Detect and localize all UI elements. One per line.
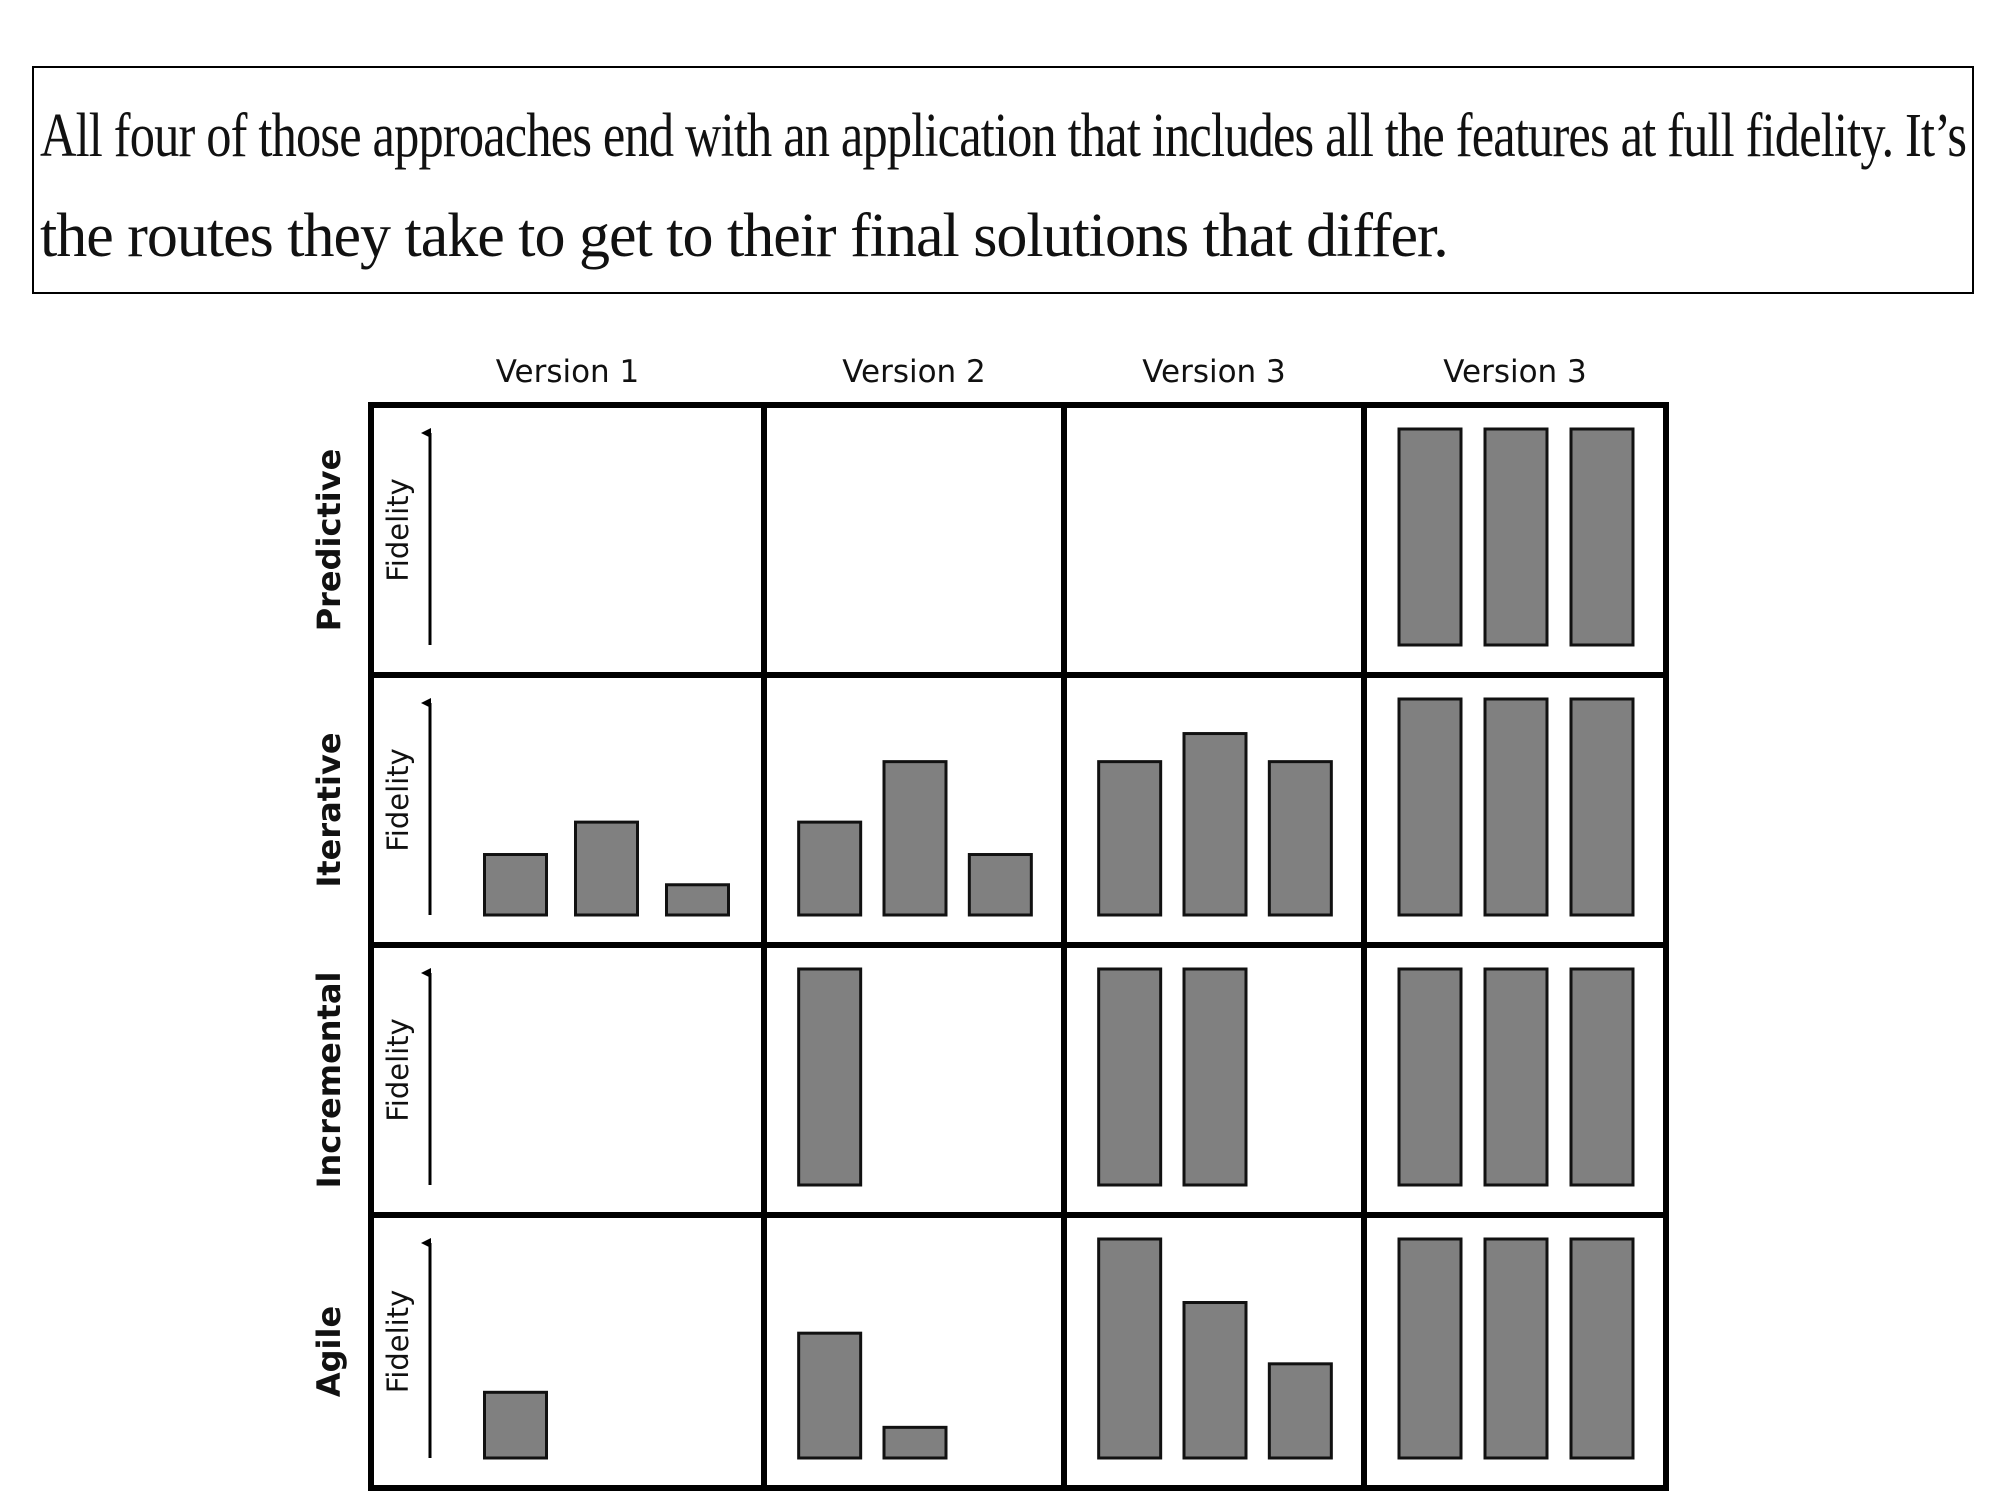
bar-iterative-col4-feature2 — [1483, 697, 1549, 917]
bar-agile-col4-feature2 — [1483, 1237, 1549, 1460]
bar-iterative-col1-feature2 — [574, 820, 639, 917]
bar-predictive-col4-feature3 — [1569, 427, 1635, 647]
fidelity-axis-label: Fidelity — [381, 478, 415, 582]
bar-agile-col1-feature1 — [483, 1390, 548, 1460]
bar-iterative-col2-feature2 — [882, 760, 948, 917]
bar-predictive-col4-feature2 — [1483, 427, 1549, 647]
column-header-4: Version 3 — [1443, 354, 1587, 390]
bar-iterative-col3-feature1 — [1097, 760, 1163, 917]
column-header-2: Version 2 — [842, 354, 986, 390]
bar-iterative-col1-feature3 — [665, 883, 730, 917]
row-header-incremental: Incremental — [310, 972, 348, 1189]
bar-agile-col3-feature2 — [1182, 1301, 1248, 1460]
bar-iterative-col3-feature2 — [1182, 732, 1248, 917]
row-header-iterative: Iterative — [310, 732, 348, 887]
bar-incremental-col3-feature2 — [1182, 967, 1248, 1187]
row-headers: Predictive Iterative Incremental Agile — [310, 449, 348, 1397]
caption-box: All four of those approaches end with an… — [32, 66, 1974, 294]
bar-incremental-col4-feature1 — [1397, 967, 1463, 1187]
row-header-predictive: Predictive — [310, 449, 348, 632]
bar-agile-col2-feature1 — [797, 1331, 863, 1460]
bar-incremental-col3-feature1 — [1097, 967, 1163, 1187]
bar-agile-col4-feature3 — [1569, 1237, 1635, 1460]
bar-agile-col2-feature2 — [882, 1425, 948, 1460]
fidelity-axis-label: Fidelity — [381, 1018, 415, 1122]
caption-line-2: the routes they take to get to their fin… — [40, 202, 1449, 270]
bar-incremental-col4-feature3 — [1569, 967, 1635, 1187]
fidelity-axes: Fidelity Fidelity Fidelity Fidelity — [381, 428, 432, 1458]
fidelity-axis-label: Fidelity — [381, 1290, 415, 1394]
bar-predictive-col4-feature1 — [1397, 427, 1463, 647]
bar-agile-col3-feature1 — [1097, 1237, 1163, 1460]
bar-iterative-col2-feature1 — [797, 820, 863, 917]
grid-lines — [368, 402, 1669, 1491]
column-headers: Version 1 Version 2 Version 3 Version 3 — [496, 354, 1587, 390]
bar-iterative-col1-feature1 — [483, 853, 548, 917]
bar-agile-col3-feature3 — [1267, 1362, 1333, 1460]
bar-iterative-col2-feature3 — [967, 853, 1033, 917]
column-header-1: Version 1 — [496, 354, 640, 390]
bar-incremental-col4-feature2 — [1483, 967, 1549, 1187]
fidelity-axis-label: Fidelity — [381, 748, 415, 852]
column-header-3: Version 3 — [1142, 354, 1286, 390]
row-header-agile: Agile — [310, 1306, 348, 1397]
bar-iterative-col3-feature3 — [1267, 760, 1333, 917]
bar-iterative-col4-feature1 — [1397, 697, 1463, 917]
bar-agile-col4-feature1 — [1397, 1237, 1463, 1460]
bar-incremental-col2-feature1 — [797, 967, 863, 1187]
bar-iterative-col4-feature3 — [1569, 697, 1635, 917]
bars — [483, 427, 1635, 1460]
